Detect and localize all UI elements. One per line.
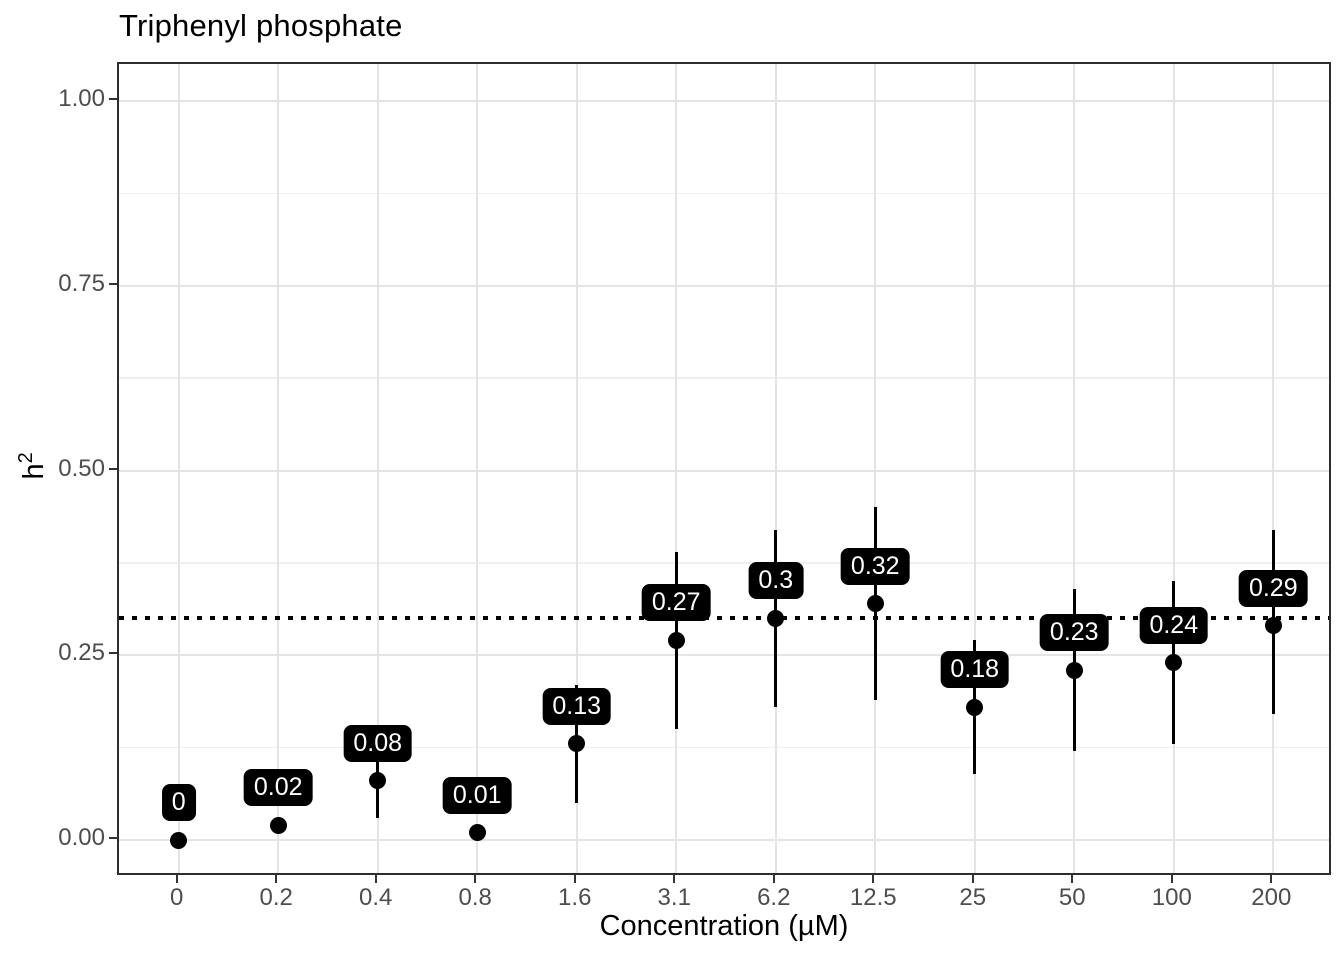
x-major-gridline: [376, 64, 379, 873]
x-axis-tick: [872, 875, 875, 883]
x-axis-tick: [971, 875, 974, 883]
y-major-gridline: [119, 284, 1329, 287]
x-axis-tick-label: 1.6: [558, 884, 592, 911]
x-axis-tick: [1170, 875, 1173, 883]
x-axis-tick-label: 0.2: [259, 884, 293, 911]
x-axis-tick-label: 25: [959, 884, 987, 911]
x-major-gridline: [177, 64, 180, 873]
plot-panel: 0 0.02 0.08 0.01 0.13 0.27 0.3 0.32 0.18 0.23 0.24…: [117, 62, 1331, 875]
x-major-gridline: [973, 64, 976, 873]
y-axis-tick: [109, 282, 117, 285]
x-axis-title: Concentration (µM): [599, 910, 849, 942]
point-value-label: 0.29: [1238, 569, 1308, 607]
y-minor-gridline: [119, 377, 1329, 379]
point-value-label: 0: [161, 784, 196, 822]
y-axis-tick: [109, 467, 117, 470]
data-point: [767, 609, 785, 627]
y-axis-tick-label: 0.75: [58, 269, 105, 297]
y-axis-tick-label: 1.00: [58, 84, 105, 112]
x-major-gridline: [874, 64, 877, 873]
y-major-gridline: [119, 99, 1329, 102]
point-value-label: 0.18: [940, 651, 1010, 688]
data-point: [1165, 654, 1183, 672]
point-value-label: 0.01: [442, 776, 512, 814]
x-major-gridline: [277, 64, 280, 873]
x-axis-tick-label: 6.2: [757, 884, 791, 911]
x-axis-tick: [474, 875, 477, 883]
point-value-label: 0.3: [748, 562, 804, 600]
y-minor-gridline: [119, 192, 1329, 195]
x-major-gridline: [1172, 64, 1175, 873]
data-point: [170, 831, 188, 849]
data-point: [269, 816, 287, 834]
reference-line: [119, 616, 1329, 621]
point-value-label: 0.24: [1139, 606, 1209, 644]
x-major-gridline: [774, 64, 777, 873]
x-axis-tick-label: 200: [1251, 884, 1292, 911]
y-axis-tick: [109, 837, 117, 840]
x-major-gridline: [675, 64, 678, 873]
data-point: [866, 595, 884, 613]
y-axis-tick: [109, 652, 117, 655]
y-major-gridline: [119, 469, 1329, 472]
point-value-label: 0.23: [1039, 614, 1109, 652]
y-minor-gridline: [119, 562, 1329, 564]
point-value-label: 0.02: [243, 769, 313, 807]
y-axis-tick: [109, 97, 117, 100]
x-major-gridline: [575, 64, 578, 873]
x-axis-tick: [374, 875, 377, 883]
x-axis-tick-label: 3.1: [657, 884, 691, 911]
data-point: [1264, 617, 1282, 635]
data-point: [966, 698, 984, 716]
x-axis-tick-label: 12.5: [849, 884, 897, 911]
data-point: [369, 772, 387, 790]
point-value-label: 0.13: [542, 687, 612, 725]
x-major-gridline: [476, 64, 479, 873]
data-point: [667, 631, 685, 649]
x-major-gridline: [1272, 64, 1275, 873]
x-axis-tick-label: 0: [170, 884, 184, 911]
x-axis-tick: [175, 875, 178, 883]
y-axis-tick-label: 0.00: [58, 824, 105, 852]
point-value-label: 0.08: [343, 724, 413, 762]
x-axis-tick: [1071, 875, 1074, 883]
point-value-label: 0.32: [840, 547, 910, 585]
x-axis-tick: [1270, 875, 1273, 883]
plot-title: Triphenyl phosphate: [119, 8, 403, 43]
data-point: [1065, 661, 1083, 679]
x-major-gridline: [1073, 64, 1076, 873]
x-axis-tick: [772, 875, 775, 883]
data-point: [468, 824, 486, 842]
data-point: [568, 735, 586, 753]
x-axis-tick: [275, 875, 278, 883]
x-axis-tick-label: 50: [1058, 884, 1086, 911]
y-major-gridline: [119, 654, 1329, 657]
x-axis-tick: [673, 875, 676, 883]
y-axis-tick-label: 0.50: [58, 454, 105, 482]
x-axis-tick-label: 0.8: [458, 884, 492, 911]
y-major-gridline: [119, 839, 1329, 842]
y-axis-tick-label: 0.25: [58, 639, 105, 667]
x-axis-tick-label: 0.4: [359, 884, 393, 911]
x-axis-tick-label: 100: [1151, 884, 1192, 911]
y-minor-gridline: [119, 746, 1329, 749]
x-axis-tick: [573, 875, 576, 883]
point-value-label: 0.27: [641, 584, 711, 622]
